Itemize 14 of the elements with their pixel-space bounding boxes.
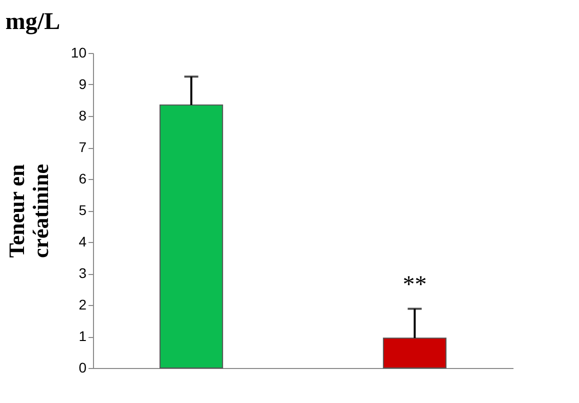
y-tick-label: 2 (78, 296, 87, 312)
y-tick-label: 5 (78, 202, 87, 218)
annotation: ** (402, 272, 427, 298)
y-tick-label: 4 (78, 234, 87, 250)
y-tick-label: 0 (78, 360, 87, 376)
y-tick-label: 9 (78, 76, 87, 92)
y-tick-label: 6 (78, 170, 87, 186)
y-tick-label: 8 (78, 108, 87, 124)
chart-title: mg/L (5, 9, 60, 35)
y-axis-title: Teneur en créatinine (4, 164, 53, 258)
y-tick-label: 3 (78, 265, 87, 281)
y-tick-label: 7 (78, 139, 87, 155)
y-tick-label: 10 (70, 44, 87, 60)
y-tick-label: 1 (78, 328, 87, 344)
